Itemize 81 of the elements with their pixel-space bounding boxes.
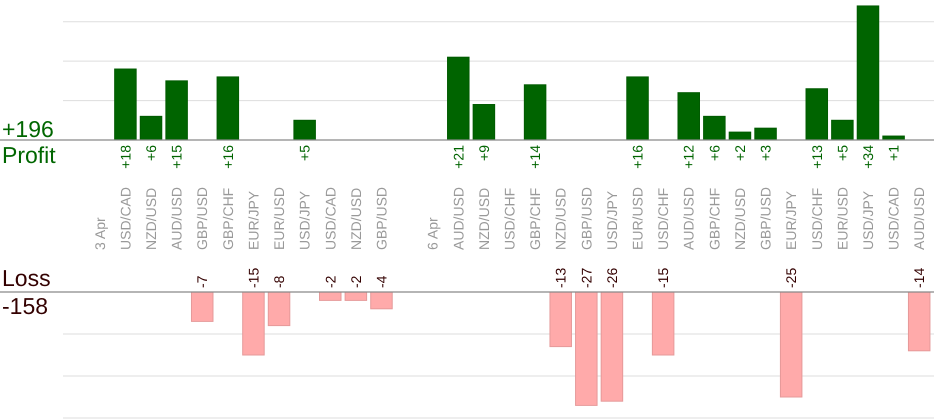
bar (856, 5, 880, 140)
x-tick-label: USD/CAD (322, 186, 338, 250)
x-tick-label: GBP/USD (373, 186, 390, 250)
data-label: +5 (834, 144, 850, 161)
x-tick-label: GBP/USD (194, 186, 210, 250)
x-tick-label: USD/CAD (886, 186, 902, 250)
data-label: +2 (732, 144, 748, 161)
bar (626, 76, 649, 140)
data-label: +14 (527, 144, 544, 169)
data-label: -25 (783, 268, 800, 288)
data-label: -15 (655, 268, 672, 288)
bar (806, 88, 828, 140)
data-label: +1 (886, 144, 902, 161)
x-tick-label: 6 Apr (424, 216, 441, 250)
bar (754, 128, 777, 140)
bar (677, 92, 700, 140)
x-tick-label: AUD/USD (168, 186, 185, 250)
data-label: +13 (808, 144, 825, 169)
x-tick-label: EUR/USD (271, 186, 288, 250)
data-label: +12 (680, 144, 697, 169)
x-tick-label: USD/CAD (117, 186, 134, 250)
x-tick-label: EUR/JPY (783, 190, 800, 250)
data-label: +6 (143, 144, 160, 161)
y-axis-title: Loss (2, 265, 51, 291)
x-tick-label: AUD/USD (680, 186, 697, 250)
data-label: +9 (476, 144, 492, 161)
x-tick-label: GBP/CHF (220, 188, 236, 250)
bar (447, 56, 470, 140)
x-tick-label: AUD/USD (450, 186, 466, 250)
data-label: +16 (220, 144, 236, 169)
data-label: -8 (271, 275, 288, 288)
data-label: +21 (450, 144, 466, 169)
data-label: -26 (604, 268, 620, 288)
text: -158 (2, 293, 48, 319)
x-tick-label: GBP/USD (758, 186, 774, 250)
bar (524, 84, 546, 140)
x-tick-label: EUR/USD (834, 186, 850, 250)
x-tick-label: USD/CHF (808, 188, 825, 250)
x-tick-label: GBP/USD (578, 186, 594, 250)
x-tick-label: NZD/USD (552, 188, 569, 250)
data-label: +5 (296, 144, 313, 161)
bar (114, 68, 137, 140)
data-label: -7 (194, 275, 210, 288)
x-tick-label: GBP/CHF (527, 188, 544, 250)
x-tick-label: USD/JPY (860, 190, 876, 250)
x-tick-label: AUD/USD (911, 186, 928, 250)
x-tick-label: 3 Apr (92, 216, 108, 250)
bar (165, 80, 188, 140)
x-tick-label: NZD/USD (476, 188, 492, 250)
x-tick-label: USD/CHF (502, 188, 518, 250)
data-label: -13 (552, 268, 569, 288)
x-tick-label: USD/CHF (655, 188, 672, 250)
data-label: +34 (860, 144, 876, 169)
data-label: -4 (373, 275, 390, 288)
bar (216, 76, 240, 140)
x-tick-label: USD/JPY (296, 190, 313, 250)
data-label: -2 (322, 275, 338, 288)
x-tick-label: USD/JPY (604, 190, 620, 250)
data-label: +15 (168, 144, 185, 169)
bar (472, 104, 496, 140)
bar (293, 120, 316, 140)
data-label: +16 (630, 144, 646, 169)
bar (703, 116, 726, 140)
data-label: -15 (245, 268, 262, 288)
bar (728, 132, 752, 140)
data-label: +3 (758, 144, 774, 161)
x-tick-label: NZD/USD (732, 188, 748, 250)
y-axis-title: Profit (2, 142, 56, 168)
text: +196 (2, 116, 54, 142)
data-label: -27 (578, 268, 594, 288)
data-label: -2 (348, 275, 364, 288)
bar (140, 116, 162, 140)
x-tick-label: NZD/USD (143, 188, 160, 250)
x-tick-label: EUR/JPY (245, 190, 262, 250)
data-label: -14 (911, 268, 928, 288)
data-label: +6 (706, 144, 722, 161)
x-tick-label: NZD/USD (348, 188, 364, 250)
bar (831, 120, 854, 140)
x-tick-label: EUR/USD (630, 186, 646, 250)
data-label: +18 (117, 144, 134, 169)
x-tick-label: GBP/CHF (706, 188, 722, 250)
